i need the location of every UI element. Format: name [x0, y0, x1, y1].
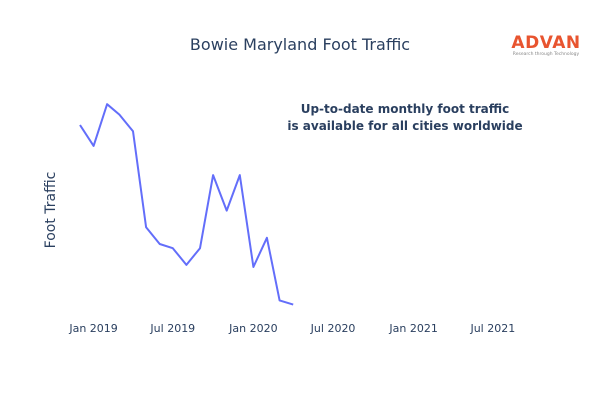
annotation-line-1: Up-to-date monthly foot traffic [301, 102, 510, 116]
x-tick-label: Jan 2020 [228, 322, 277, 335]
x-tick-label: Jan 2021 [388, 322, 437, 335]
logo-tagline: Research through Technology [513, 51, 580, 57]
y-axis-label: Foot Traffic [43, 172, 59, 249]
x-tick-label: Jan 2019 [68, 322, 117, 335]
advan-logo: ADVAN Research through Technology [511, 33, 580, 57]
series-line [79, 103, 294, 306]
series-layer [79, 103, 294, 306]
x-tick-label: Jul 2021 [469, 322, 515, 335]
x-tick-label: Jul 2020 [310, 322, 356, 335]
annotation-line-2: is available for all cities worldwide [287, 119, 522, 133]
x-axis-ticks: Jan 2019 Jul 2019 Jan 2020 Jul 2020 Jan 2021… [68, 322, 515, 335]
chart-title: Bowie Maryland Foot Traffic [190, 35, 410, 54]
x-tick-label: Jul 2019 [149, 322, 195, 335]
annotation: Up-to-date monthly foot traffic is avail… [287, 102, 522, 133]
logo-wordmark: ADVAN [511, 33, 580, 53]
